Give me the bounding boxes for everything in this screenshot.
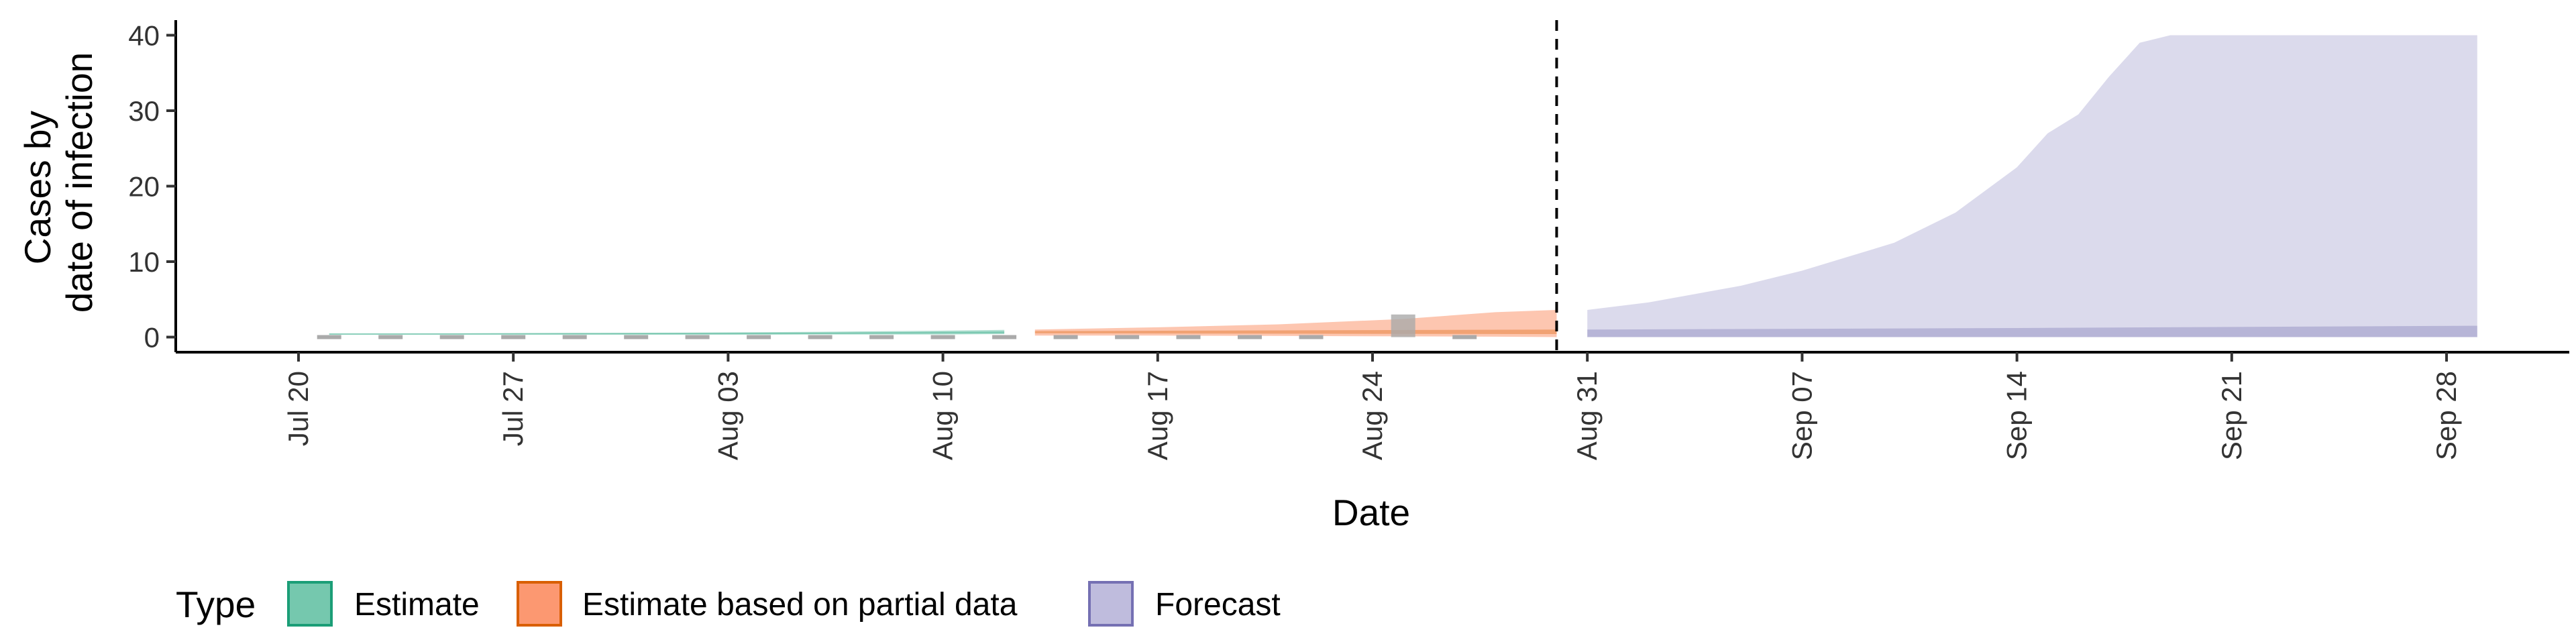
x-tick-label-2: Aug 03 bbox=[712, 371, 743, 460]
x-tick-label-4: Aug 17 bbox=[1142, 371, 1173, 460]
x-tick-label-1: Jul 27 bbox=[497, 371, 529, 446]
band-outer-partial bbox=[1034, 310, 1557, 337]
legend-key-partial bbox=[517, 581, 562, 627]
y-tick-label-0: 0 bbox=[144, 322, 160, 354]
legend-key-estimate bbox=[287, 581, 333, 627]
x-axis-title: Date bbox=[1332, 492, 1410, 533]
legend: Type Estimate Estimate based on partial … bbox=[176, 581, 1281, 627]
plot-panel bbox=[317, 20, 2477, 352]
y-tick-label-2: 20 bbox=[128, 171, 160, 203]
y-axis-title: Cases by date of infection bbox=[17, 52, 100, 313]
band-outer-forecast bbox=[1587, 35, 2477, 337]
band-inner-partial bbox=[1034, 329, 1557, 334]
x-tick-label-7: Sep 07 bbox=[1786, 371, 1817, 460]
y-tick-label-3: 30 bbox=[128, 95, 160, 127]
x-tick-label-9: Sep 21 bbox=[2216, 371, 2247, 460]
legend-key-forecast bbox=[1088, 581, 1134, 627]
legend-title: Type bbox=[176, 584, 256, 625]
x-tick-label-5: Aug 24 bbox=[1356, 371, 1388, 460]
x-tick-label-0: Jul 20 bbox=[282, 371, 314, 446]
observed-bar-17 bbox=[1391, 314, 1415, 337]
legend-label-estimate: Estimate bbox=[354, 587, 480, 623]
x-tick-label-8: Sep 14 bbox=[2001, 371, 2033, 460]
band-inner-forecast bbox=[1587, 325, 2477, 337]
band-inner-estimate bbox=[329, 331, 1005, 335]
legend-label-partial: Estimate based on partial data bbox=[582, 587, 1018, 623]
y-axis-title-line-2: date of infection bbox=[58, 52, 100, 313]
x-tick-label-10: Sep 28 bbox=[2430, 371, 2462, 460]
band-outer-estimate bbox=[329, 329, 1005, 335]
y-axis: 0 10 20 30 40 bbox=[128, 20, 177, 354]
legend-label-forecast: Forecast bbox=[1155, 587, 1281, 623]
y-axis-title-line-1: Cases by bbox=[17, 111, 58, 265]
y-tick-label-1: 10 bbox=[128, 246, 160, 278]
x-tick-label-6: Aug 31 bbox=[1571, 371, 1603, 460]
y-tick-label-4: 40 bbox=[128, 20, 160, 52]
x-axis: Jul 20 Jul 27 Aug 03 Aug 10 Aug 17 Aug 24 Aug … bbox=[176, 351, 2569, 460]
x-tick-label-3: Aug 10 bbox=[927, 371, 959, 460]
